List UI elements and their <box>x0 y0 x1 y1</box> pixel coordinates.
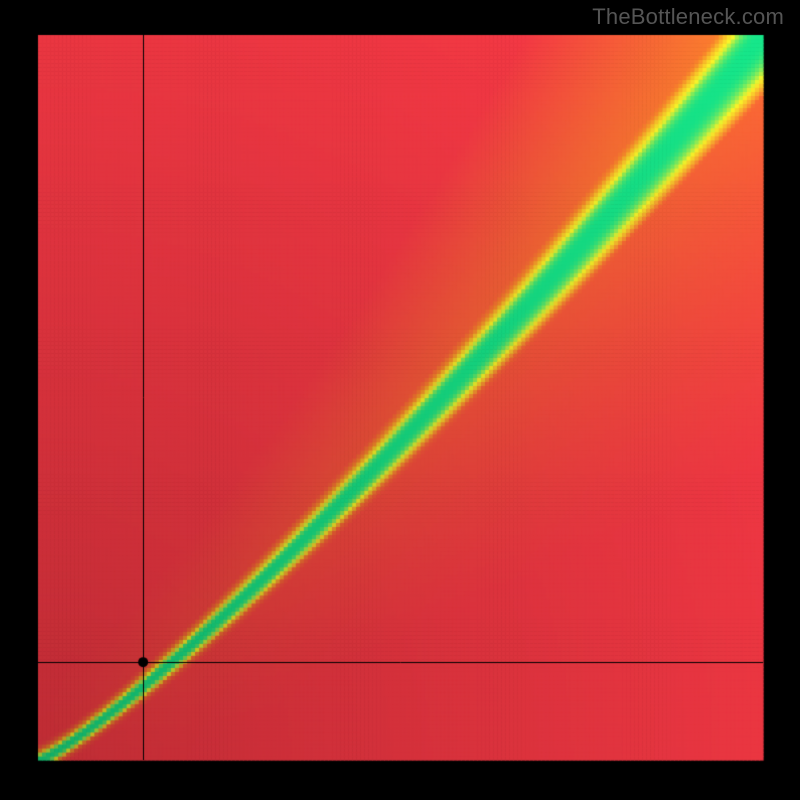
bottleneck-heatmap <box>0 0 800 800</box>
chart-container: { "watermark": { "text": "TheBottleneck.… <box>0 0 800 800</box>
watermark-text: TheBottleneck.com <box>592 4 784 30</box>
